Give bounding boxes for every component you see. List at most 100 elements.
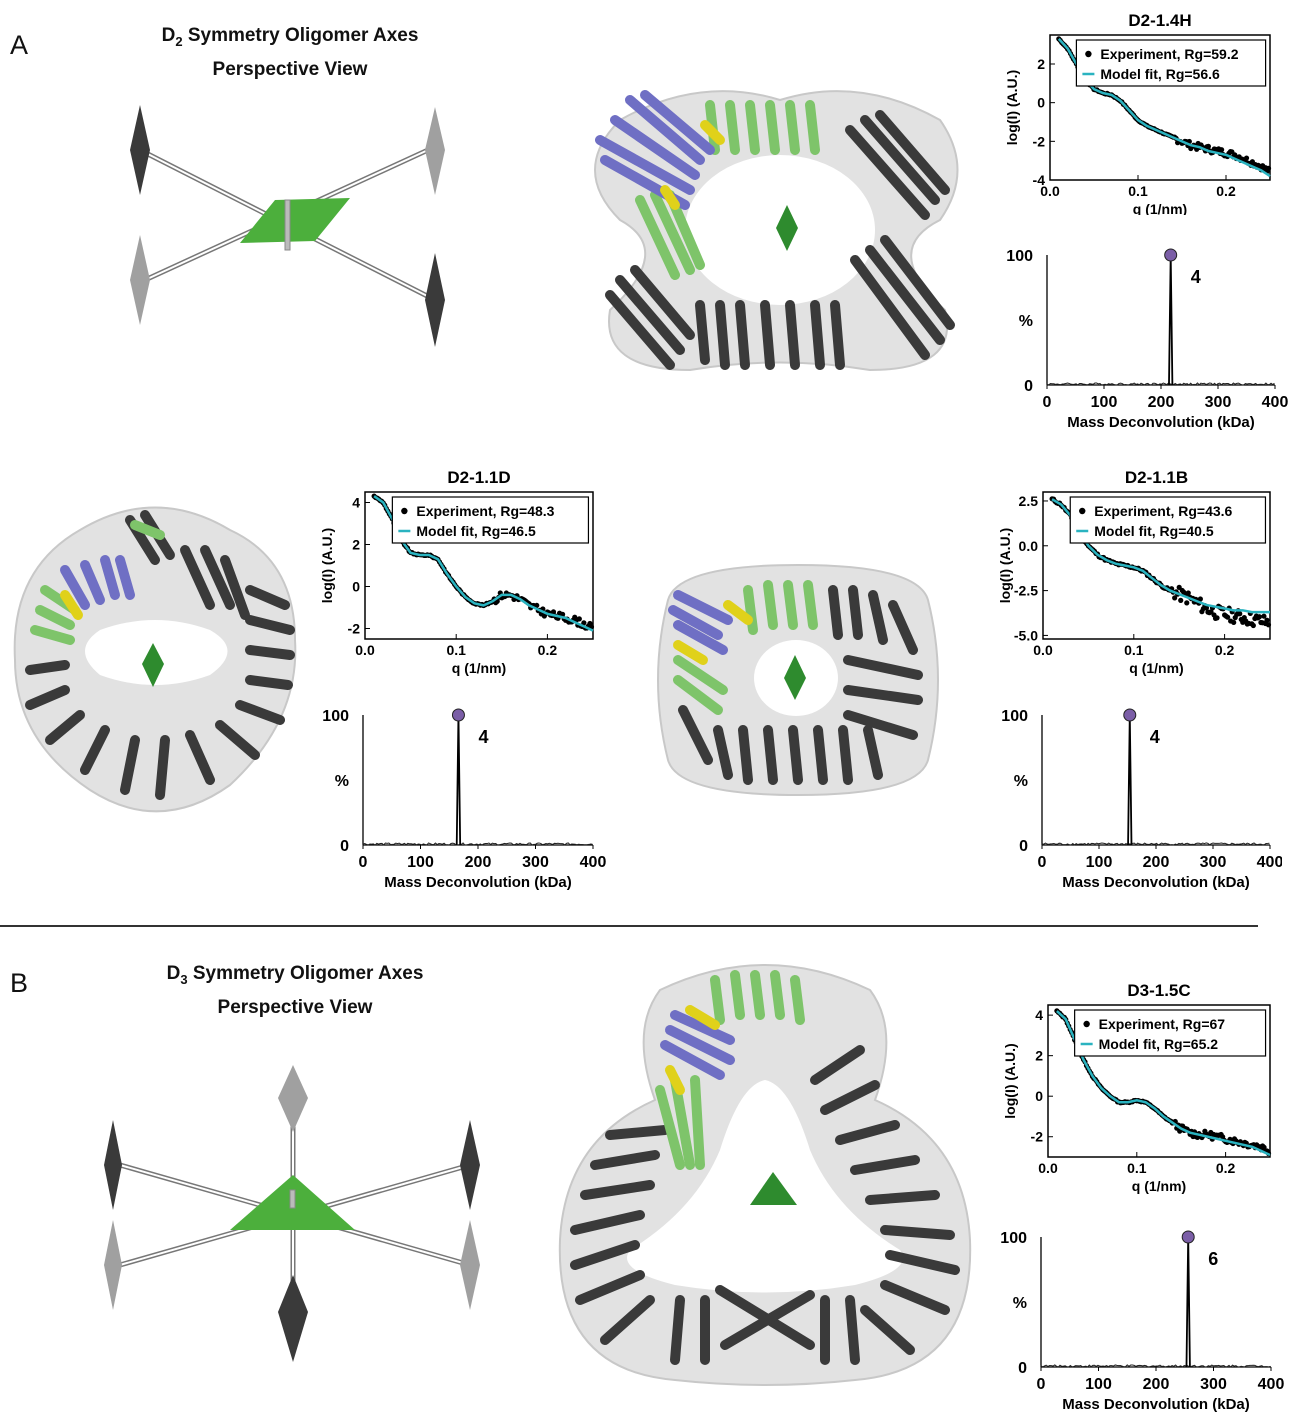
x-axis-label: Mass Deconvolution (kDa) [1067,414,1255,431]
x-tick-label: 400 [580,854,607,871]
x-tick-label: 0 [1043,394,1052,411]
x-axis-label: Mass Deconvolution (kDa) [1062,874,1250,891]
x-tick-label: 400 [1262,394,1289,411]
peak-line [1127,714,1133,846]
y-tick-label: 0 [352,579,360,595]
x-tick-label: 300 [1200,854,1227,871]
experiment-point [1172,595,1178,601]
x-tick-label: 0.0 [1040,183,1060,199]
x-axis-label: q (1/nm) [452,660,506,676]
x-tick-label: 400 [1258,1376,1285,1393]
d3-axis-diamond-dark-left [104,1120,122,1210]
x-axis-label: q (1/nm) [1129,660,1183,676]
peak-label: 4 [1191,267,1201,287]
helix-bundle-yellow [660,120,725,210]
experiment-point [1178,597,1184,603]
model-fit-line [373,495,594,632]
y-tick-label: -2.5 [1014,583,1038,599]
x-tick-label: 0.1 [1124,642,1144,658]
peak-line [1168,254,1174,386]
legend-marker-experiment [1085,50,1092,58]
y-tick-label: 0.0 [1019,538,1039,554]
baseline-trace [1040,1364,1271,1368]
experiment-point [1203,605,1210,611]
peak-marker [1123,708,1137,722]
structure-d2-1-1b [657,563,939,797]
x-tick-label: 200 [1143,1376,1170,1393]
x-tick-label: 200 [465,854,492,871]
legend-label-experiment: Experiment, Rg=48.3 [416,503,554,519]
y-tick-label: -4 [1033,172,1046,188]
x-axis-label: q (1/nm) [1133,201,1187,215]
y-tick-label: 2 [1037,56,1045,72]
peak-label: 6 [1208,1249,1218,1269]
y-axis-label: log(I) (A.U.) [997,528,1013,603]
y-tick-label: -5.0 [1014,627,1038,643]
d3-symmetry-diagram [104,1065,480,1362]
experiment-point [1265,165,1272,171]
symmetry-axis-diamond [142,643,164,687]
plot-frame [364,491,594,640]
y-tick-label: 100 [322,708,349,725]
symmetry-axis-diamond [784,655,806,700]
experiment-point [1231,619,1237,626]
x-tick-label: 200 [1143,854,1170,871]
experiment-point [576,616,582,622]
symmetry-axis-triangle [750,1172,797,1205]
experiment-point [1205,143,1211,149]
d3-axis-diamond-light-left [104,1220,122,1310]
experiment-point [1185,590,1191,596]
experiment-point [1250,622,1256,629]
y-tick-label: 0 [1019,838,1028,855]
x-tick-label: 200 [1148,394,1175,411]
peak-line [1185,1236,1191,1368]
peak-label: 4 [478,727,488,747]
d3-axis-diamond-dark-bottom [278,1275,308,1362]
experiment-point [1256,614,1263,620]
legend-label-model-fit: Model fit, Rg=65.2 [1099,1036,1219,1052]
x-tick-label: 0.0 [1038,1160,1058,1176]
y-tick-label: 2.5 [1019,493,1039,509]
peak-line [455,714,462,846]
helix-ring-blue [60,555,135,610]
x-tick-label: 100 [1086,854,1113,871]
mass-chart-d2-1-1d: 0% 100 0 100 200 300 400 Mass Deconvolution (kD… [322,708,607,891]
baseline-trace [1046,382,1275,386]
y-tick-label: 0 [1035,1088,1043,1104]
helix-ring-dark [25,510,295,800]
model-fit-line [1057,38,1271,178]
x-axis-label: Mass Deconvolution (kDa) [384,874,572,891]
model-fit-line [1051,498,1270,614]
experiment-point [1219,147,1225,153]
helix-ring-green [673,580,818,715]
d3-center-rod [289,1189,296,1209]
y-tick-label: 0 [1024,378,1033,395]
x-tick-label: 0.1 [1128,183,1148,199]
experiment-point [1214,615,1220,621]
helix-ring-blue [660,1010,735,1080]
y-tick-label: % [1019,313,1033,330]
d2-axes-title: D2 Symmetry Oligomer Axes Perspective Vi… [125,22,455,84]
helix-ring-yellow [60,590,83,620]
experiment-point [550,609,557,615]
plot-frame [1047,1004,1271,1158]
y-tick-label: 0 [1018,1360,1027,1377]
x-tick-label: 0.1 [446,642,466,658]
model-fit-line [1056,1010,1271,1157]
y-tick-label: 2 [352,537,360,553]
d2-axis-diamond-dark-top-left [130,105,150,195]
helix-ring-dark [570,1045,960,1365]
x-tick-label: 0.1 [1127,1160,1147,1176]
x-tick-label: 100 [407,854,434,871]
peak-label: 4 [1150,727,1160,747]
saxs-chart-d2-1-1d: D2-1.1D -2 0 2 4 0.0 0.1 0.2 q (1/nm) log(I) (A.U… [319,468,595,676]
y-tick-label: % [1013,1295,1027,1312]
d3-axes-title: D3 Symmetry Oligomer Axes Perspective Vi… [130,960,460,1022]
helix-ring-green [30,520,165,645]
y-axis-label: log(I) (A.U.) [1002,1043,1018,1118]
symmetry-axis-diamond [776,205,798,251]
saxs-chart-d2-1-1b: D2-1.1B -5.0 -2.5 0.0 2.5 0.0 0.1 0.2 q (1/nm) lo… [997,468,1272,676]
x-tick-label: 0.2 [1216,1160,1236,1176]
chart-title: D2-1.1B [1125,468,1188,487]
chart-title: D2-1.4H [1128,11,1191,30]
